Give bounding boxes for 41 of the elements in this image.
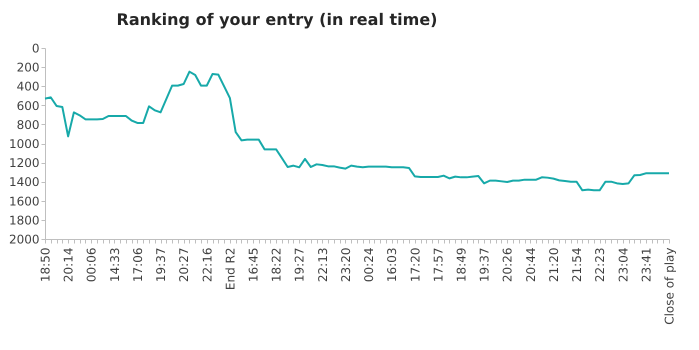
x-tick-label: 19:37 <box>154 248 168 282</box>
y-tick-label: 1800 <box>8 213 40 228</box>
x-tick-label: 21:20 <box>546 248 561 282</box>
y-tick-label: 0 <box>32 42 40 56</box>
x-tick-label: 19:37 <box>478 248 492 282</box>
x-tick-label: 20:26 <box>500 248 515 282</box>
line-series <box>44 70 670 192</box>
y-tick-label: 1400 <box>8 175 40 190</box>
x-tick-label: 20:44 <box>524 248 538 282</box>
x-tick-label: 18:49 <box>454 248 468 282</box>
y-tick-label: 1600 <box>8 194 40 208</box>
chart-title: Ranking of your entry (in real time) <box>116 10 438 29</box>
x-tick-label: 17:57 <box>431 248 446 282</box>
x-tick-label: 22:16 <box>200 248 214 282</box>
x-tick-label: 00:24 <box>362 248 376 282</box>
y-tick-label: 200 <box>16 60 40 75</box>
x-tick-label: 22:13 <box>316 248 330 282</box>
x-tick-label: 20:27 <box>177 248 192 282</box>
x-tick-label: 17:06 <box>130 248 145 282</box>
x-tick-label: 00:06 <box>84 248 99 282</box>
y-tick-label: 400 <box>16 80 40 94</box>
x-tick-label: 14:33 <box>108 248 122 282</box>
x-tick-label: 18:50 <box>38 248 52 282</box>
y-tick-label: 800 <box>16 118 40 132</box>
y-tick-label: 1000 <box>8 137 40 151</box>
x-tick-label: 21:54 <box>570 248 584 282</box>
y-tick-label: 1200 <box>8 156 40 170</box>
x-tick-label: 17:20 <box>408 248 422 282</box>
x-tick-label: 18:22 <box>270 248 284 282</box>
x-tick-label: 23:41 <box>639 248 654 282</box>
x-tick-label: 20:14 <box>62 248 76 282</box>
y-tick-label: 2000 <box>8 232 40 246</box>
x-tick-label: Close of play <box>662 248 676 325</box>
x-tick-label: 23:04 <box>616 248 630 282</box>
x-tick-label: 23:20 <box>338 248 353 282</box>
x-tick-label: 19:27 <box>292 248 307 282</box>
y-tick-label: 600 <box>16 98 40 113</box>
x-tick-label: 16:45 <box>246 248 260 282</box>
x-tick-label: 22:23 <box>593 248 608 282</box>
x-tick-label: End R2 <box>223 248 238 290</box>
x-tick-label: 16:03 <box>385 248 400 282</box>
